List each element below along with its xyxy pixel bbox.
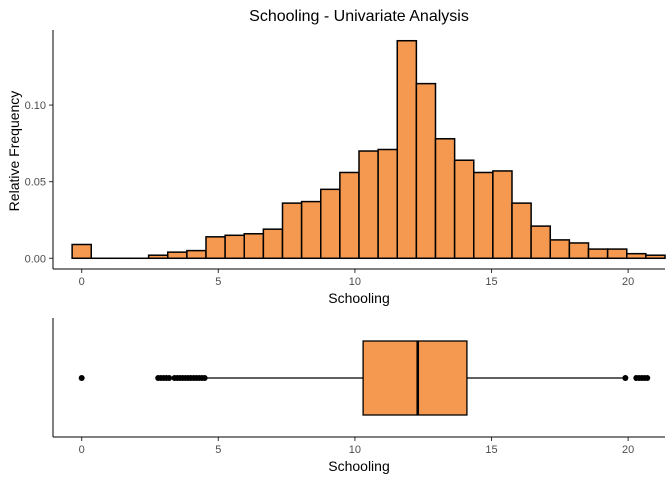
histogram-bar <box>626 252 647 260</box>
y-tick-label: 0.00 <box>25 253 46 265</box>
boxplot-outlier-point <box>201 375 208 381</box>
histogram-bar <box>300 200 322 260</box>
histogram-bar <box>243 233 265 260</box>
boxplot-x-axis-title: Schooling <box>328 458 390 474</box>
boxplot-x-axis-ticks: 0 5 10 15 20 <box>79 437 634 456</box>
histogram-panel: 0.00 0.05 0.10 0 5 10 15 20 Schooling Relative… <box>6 30 666 306</box>
histogram-bar <box>224 234 245 260</box>
histogram-bar <box>320 188 341 260</box>
chart-title: Schooling - Univariate Analysis <box>249 8 469 25</box>
y-tick-label: 0.05 <box>25 177 46 189</box>
x-tick-label: 10 <box>349 444 361 456</box>
histogram-x-axis-title: Schooling <box>328 290 390 306</box>
x-tick-label: 15 <box>485 444 497 456</box>
histogram-x-axis-ticks: 0 5 10 15 20 <box>79 269 634 288</box>
x-tick-label: 0 <box>79 276 85 288</box>
histogram-bar <box>415 82 437 260</box>
histogram-bar <box>339 171 360 260</box>
histogram-bar <box>511 202 532 260</box>
histogram-bar <box>281 202 303 260</box>
histogram-bar <box>549 239 571 260</box>
boxplot-panel: 0 5 10 15 20 Schooling <box>52 318 665 474</box>
histogram-bar <box>186 249 207 260</box>
boxplot-box <box>362 340 468 416</box>
histogram-bar <box>358 150 379 260</box>
x-tick-label: 5 <box>215 276 221 288</box>
histogram-bar <box>606 248 628 260</box>
boxplot-outlier-point <box>644 375 651 381</box>
x-tick-label: 15 <box>485 276 497 288</box>
histogram-bar <box>530 225 551 260</box>
boxplot-outlier-point <box>622 375 629 381</box>
histogram-bar <box>167 251 188 260</box>
x-tick-label: 0 <box>79 444 85 456</box>
histogram-y-axis-title: Relative Frequency <box>6 91 22 212</box>
y-tick-label: 0.10 <box>25 100 46 112</box>
histogram-bar <box>473 171 494 260</box>
histogram-y-axis-ticks: 0.00 0.05 0.10 <box>25 100 53 265</box>
histogram-bars <box>71 39 666 260</box>
histogram-bar <box>396 39 418 260</box>
histogram-bar <box>568 242 590 260</box>
histogram-bar <box>434 138 456 260</box>
histogram-bar <box>262 228 284 260</box>
histogram-bar <box>587 248 609 260</box>
histogram-bar <box>645 254 666 260</box>
x-tick-label: 10 <box>349 276 361 288</box>
histogram-bar <box>71 243 92 260</box>
histogram-bar <box>492 170 513 260</box>
x-tick-label: 5 <box>215 444 221 456</box>
x-tick-label: 20 <box>622 444 634 456</box>
histogram-bar <box>453 159 475 260</box>
histogram-bar <box>147 254 169 260</box>
boxplot-outlier-point <box>78 375 85 381</box>
histogram-bar <box>205 236 226 260</box>
boxplot-outlier-point <box>166 375 173 381</box>
x-tick-label: 20 <box>622 276 634 288</box>
histogram-bar <box>377 148 398 260</box>
boxplot-marks <box>78 340 651 416</box>
